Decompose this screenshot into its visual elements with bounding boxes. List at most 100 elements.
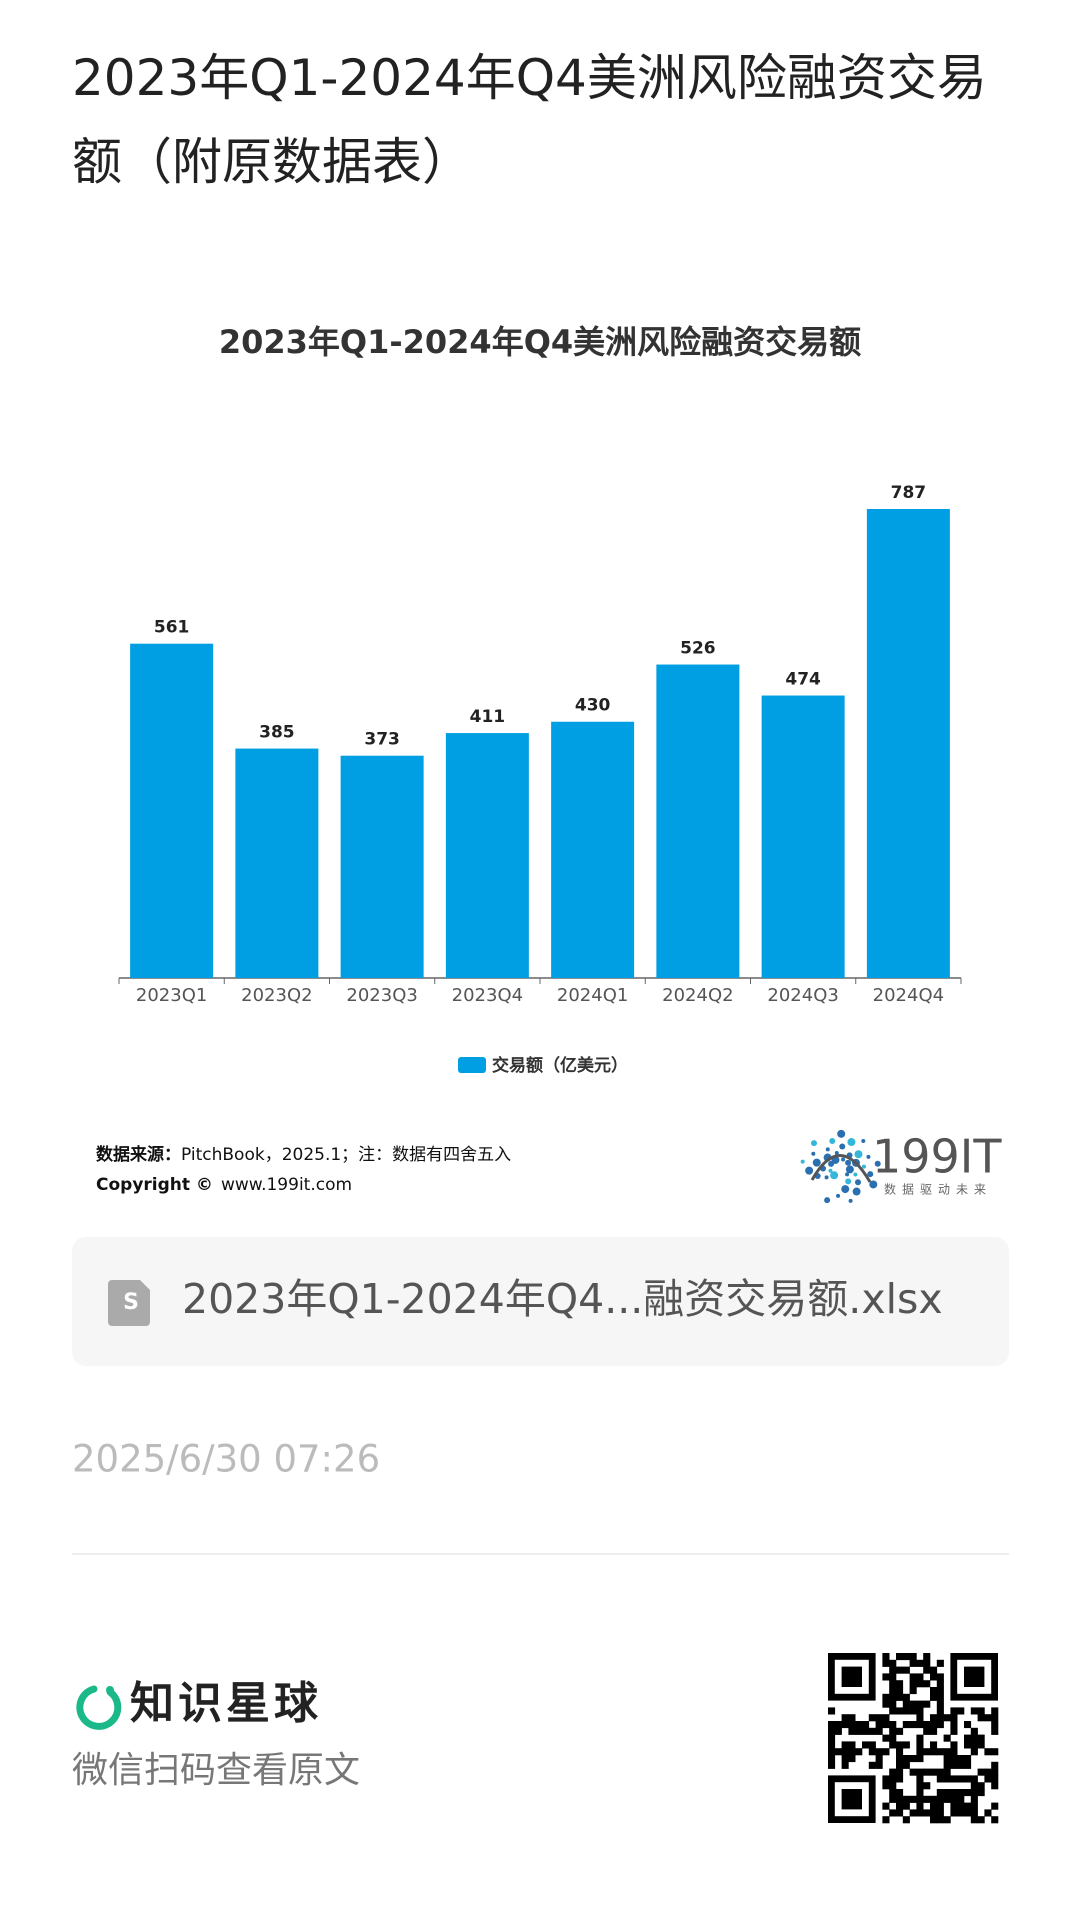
qr-module	[882, 1748, 890, 1756]
qr-module	[916, 1741, 924, 1749]
qr-module	[889, 1782, 897, 1790]
qr-module	[936, 1700, 944, 1708]
brand-name: 知识星球	[130, 1678, 322, 1729]
qr-module	[991, 1782, 999, 1790]
logo-dot	[800, 1159, 805, 1164]
qr-module	[896, 1768, 904, 1776]
qr-module	[950, 1789, 958, 1797]
qr-module	[970, 1748, 978, 1756]
qr-module	[970, 1734, 978, 1742]
qr-module	[916, 1680, 924, 1688]
qr-module	[991, 1748, 999, 1756]
logo-dot	[828, 1160, 835, 1167]
data-label: 561	[154, 618, 190, 638]
qr-module	[896, 1789, 904, 1797]
qr-module	[909, 1673, 917, 1681]
qr-module	[957, 1789, 965, 1797]
qr-module	[943, 1789, 951, 1797]
qr-module	[902, 1721, 910, 1729]
qr-module	[991, 1775, 999, 1783]
qr-module	[841, 1755, 849, 1763]
qr-module	[970, 1727, 978, 1735]
qr-module	[950, 1761, 958, 1769]
qr-module	[923, 1782, 931, 1790]
logo-dot	[841, 1185, 850, 1194]
qr-code[interactable]	[828, 1653, 999, 1824]
data-label: 474	[785, 670, 821, 690]
qr-finder	[841, 1666, 862, 1687]
qr-module	[916, 1700, 924, 1708]
qr-module	[916, 1734, 924, 1742]
file-card[interactable]	[72, 1237, 1009, 1366]
file-icon	[108, 1280, 150, 1326]
qr-module	[896, 1802, 904, 1810]
logo-dot	[845, 1159, 852, 1166]
qr-module	[875, 1748, 883, 1756]
file-icon-letter: S	[123, 1290, 139, 1315]
qr-module	[930, 1687, 938, 1695]
qr-module	[970, 1741, 978, 1749]
qr-module	[868, 1714, 876, 1722]
qr-module	[957, 1707, 965, 1715]
source-label: 数据来源：	[96, 1144, 181, 1165]
qr-module	[855, 1748, 863, 1756]
legend-swatch	[458, 1057, 486, 1073]
qr-module	[943, 1714, 951, 1722]
logo-dot	[855, 1179, 862, 1186]
qr-module	[882, 1734, 890, 1742]
qr-module	[923, 1666, 931, 1674]
bar	[551, 721, 635, 978]
x-tick-label: 2024Q4	[873, 985, 944, 1006]
qr-module	[868, 1741, 876, 1749]
logo-dot	[845, 1172, 850, 1177]
qr-module	[889, 1666, 897, 1674]
qr-module	[991, 1761, 999, 1769]
logo-dot	[837, 1129, 846, 1138]
qr-module	[882, 1714, 890, 1722]
qr-module	[964, 1761, 972, 1769]
qr-module	[964, 1734, 972, 1742]
qr-module	[889, 1809, 897, 1817]
qr-module	[896, 1666, 904, 1674]
qr-module	[896, 1748, 904, 1756]
file-name[interactable]: 2023年Q1-2024年Q4...融资交易额.xlsx	[182, 1275, 943, 1323]
bar	[235, 748, 319, 978]
logo-slogan: 数据驱动未来	[884, 1182, 992, 1197]
qr-module	[848, 1741, 856, 1749]
qr-module	[950, 1727, 958, 1735]
qr-module	[916, 1782, 924, 1790]
qr-module	[923, 1653, 931, 1661]
qr-module	[889, 1775, 897, 1783]
qr-module	[977, 1734, 985, 1742]
data-label: 430	[575, 696, 611, 716]
qr-module	[916, 1768, 924, 1776]
qr-module	[862, 1727, 870, 1735]
qr-module	[977, 1707, 985, 1715]
qr-module	[970, 1802, 978, 1810]
source-text: PitchBook，2025.1；注：数据有四舍五入	[181, 1145, 511, 1165]
chart-title: 2023年Q1-2024年Q4美洲风险融资交易额	[219, 323, 861, 361]
qr-module	[841, 1721, 849, 1729]
qr-module	[930, 1714, 938, 1722]
copyright-text: www.199it.com	[221, 1175, 352, 1195]
qr-module	[828, 1761, 836, 1769]
qr-module	[923, 1659, 931, 1667]
qr-module	[936, 1673, 944, 1681]
qr-module	[916, 1673, 924, 1681]
qr-module	[896, 1795, 904, 1803]
qr-module	[848, 1748, 856, 1756]
post-date: 2025/6/30 07:26	[72, 1438, 380, 1481]
qr-module	[882, 1700, 890, 1708]
qr-module	[930, 1727, 938, 1735]
qr-module	[957, 1809, 965, 1817]
bar	[340, 755, 424, 978]
legend-label: 交易额（亿美元）	[492, 1055, 628, 1076]
qr-module	[936, 1714, 944, 1722]
qr-module	[950, 1714, 958, 1722]
qr-module	[977, 1741, 985, 1749]
qr-module	[916, 1748, 924, 1756]
copyright: Copyright © www.199it.com	[96, 1175, 352, 1195]
logo-dot	[828, 1168, 833, 1173]
qr-module	[923, 1809, 931, 1817]
qr-module	[964, 1741, 972, 1749]
